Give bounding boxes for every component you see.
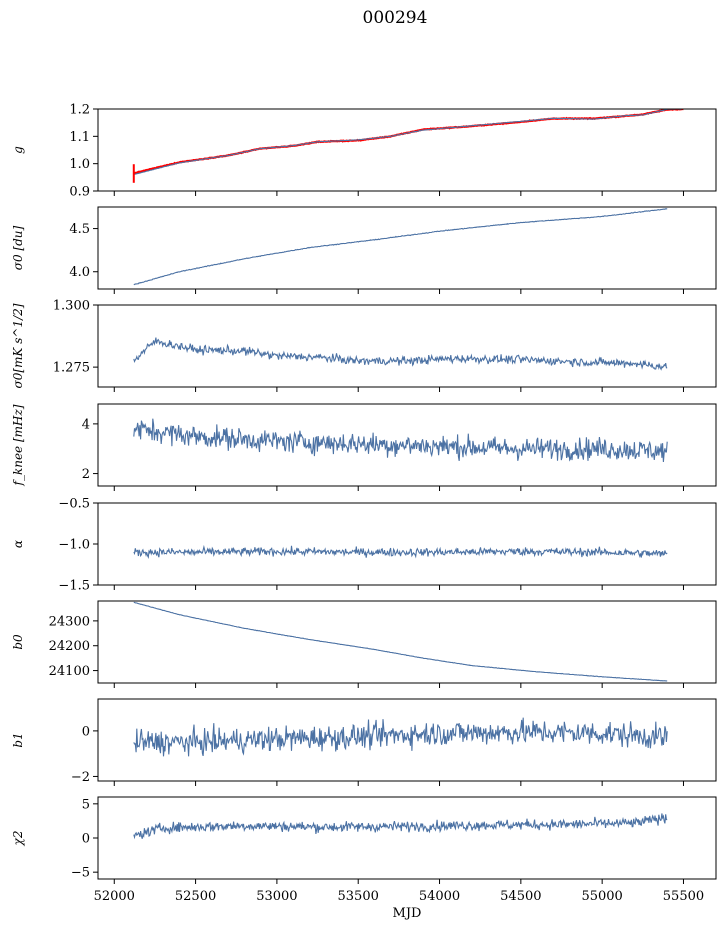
y-tick-label: 24300 xyxy=(49,614,90,629)
y-axis-label: χ2 xyxy=(11,831,25,847)
x-axis-label: MJD xyxy=(393,906,422,921)
y-tick-label: 4.5 xyxy=(69,222,90,237)
panel-frame xyxy=(97,403,717,487)
y-tick-label: 1.1 xyxy=(69,130,90,145)
panel-frame xyxy=(97,304,717,388)
y-tick-label: 4 xyxy=(82,417,90,432)
x-tick-label: 55000 xyxy=(581,889,622,904)
x-tick-label: 53000 xyxy=(256,889,297,904)
x-tick-label: 53500 xyxy=(338,889,379,904)
panel-frame xyxy=(97,698,717,782)
panel-frame xyxy=(97,796,717,880)
panel-frame xyxy=(97,206,717,290)
panel-8: −5 0 5 χ2 xyxy=(11,796,717,884)
x-tick-label: 52000 xyxy=(94,889,135,904)
y-tick-label: 1.275 xyxy=(53,361,90,376)
y-tick-label: −2 xyxy=(71,770,90,785)
y-axis-label: σ0[mK s^1/2] xyxy=(11,303,25,388)
series-line xyxy=(133,418,668,463)
panel-frame xyxy=(97,600,717,684)
y-tick-label: −1.5 xyxy=(58,579,90,594)
panel-1: 0.9 1.0 1.1 1.2 g xyxy=(11,103,717,200)
series-line xyxy=(133,208,668,286)
y-tick-label: 24200 xyxy=(49,639,90,654)
x-tick-label: 52500 xyxy=(175,889,216,904)
series-line xyxy=(133,601,668,682)
y-axis-label: b1 xyxy=(11,732,25,747)
y-axis-label: σ0 [du] xyxy=(11,225,25,270)
x-tick-label: 55500 xyxy=(663,889,704,904)
y-tick-label: 5 xyxy=(82,797,90,812)
series-line xyxy=(133,813,668,840)
series-line xyxy=(133,109,684,176)
panel-3: 1.275 1.300 σ0[mK s^1/2] xyxy=(11,299,717,392)
panel-5: −1.5 −1.0 −0.5 α xyxy=(11,497,717,594)
y-tick-label: 4.0 xyxy=(69,265,90,280)
series-line xyxy=(133,717,668,757)
panel-frame xyxy=(97,502,717,586)
y-tick-label: −1.0 xyxy=(58,538,90,553)
y-tick-label: 1.300 xyxy=(53,299,90,314)
y-tick-label: 1.0 xyxy=(69,157,90,172)
x-tick-label: 54500 xyxy=(500,889,541,904)
y-tick-label: 0 xyxy=(82,832,90,847)
y-tick-label: 0 xyxy=(82,724,90,739)
figure-title: 000294 xyxy=(362,8,428,28)
y-tick-label: −5 xyxy=(71,866,90,881)
panel-frame xyxy=(97,108,717,192)
y-axis-label: g xyxy=(11,146,25,154)
series-line xyxy=(133,544,668,559)
y-tick-label: 24100 xyxy=(49,664,90,679)
panel-6: 24100 24200 24300 b0 xyxy=(11,600,717,688)
panel-2: 4.0 4.5 σ0 [du] xyxy=(11,206,717,294)
y-axis-label: b0 xyxy=(11,634,25,650)
y-axis-label: f_knee [mHz] xyxy=(11,404,25,486)
panel-4: 2 4 f_knee [mHz] xyxy=(11,403,717,491)
y-axis-label: α xyxy=(11,540,25,548)
panel-7: −2 0 b1 xyxy=(11,698,717,786)
y-tick-label: 2 xyxy=(82,467,90,482)
y-tick-label: 0.9 xyxy=(69,185,90,200)
y-tick-label: 1.2 xyxy=(69,103,90,118)
x-tick-label: 54000 xyxy=(419,889,460,904)
y-tick-label: −0.5 xyxy=(58,497,90,512)
series-line xyxy=(133,337,668,371)
